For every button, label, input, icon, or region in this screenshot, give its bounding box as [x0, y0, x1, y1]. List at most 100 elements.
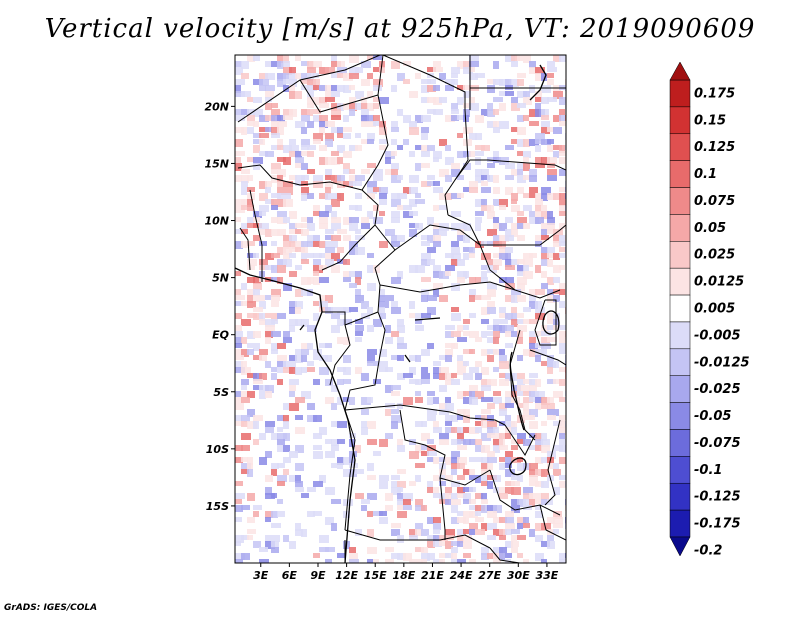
velocity-cell	[379, 481, 388, 489]
velocity-cell	[547, 67, 557, 72]
colorbar-swatch	[669, 133, 691, 161]
velocity-cell	[505, 373, 515, 381]
velocity-cell	[307, 151, 314, 157]
velocity-cell	[463, 529, 469, 534]
velocity-cell	[241, 367, 251, 375]
velocity-cell	[523, 487, 533, 495]
velocity-cell	[247, 127, 254, 134]
velocity-cell	[337, 175, 345, 181]
velocity-cell	[427, 235, 435, 243]
colorbar-swatch	[669, 348, 691, 376]
velocity-cell	[559, 187, 566, 192]
velocity-cell	[409, 451, 419, 459]
velocity-cell	[355, 337, 362, 342]
velocity-cell	[493, 427, 499, 433]
velocity-cell	[277, 247, 286, 255]
velocity-cell	[535, 73, 545, 81]
velocity-cell	[361, 223, 370, 229]
velocity-cell	[499, 487, 506, 494]
velocity-cell	[259, 193, 268, 201]
velocity-cell	[391, 421, 398, 429]
velocity-cell	[289, 211, 297, 219]
velocity-cell	[463, 535, 472, 541]
velocity-cell	[487, 307, 496, 314]
velocity-cell	[241, 433, 251, 440]
velocity-cell	[517, 499, 526, 507]
border-lake-tanganyika	[509, 329, 536, 441]
velocity-cell	[427, 295, 437, 301]
velocity-cell	[289, 253, 296, 258]
velocity-cell	[493, 331, 500, 338]
velocity-cell	[409, 559, 415, 563]
velocity-cell	[325, 295, 333, 303]
velocity-cell	[307, 97, 313, 105]
velocity-cell	[313, 415, 322, 422]
velocity-cell	[451, 553, 457, 559]
velocity-cell	[301, 349, 309, 355]
velocity-cell	[547, 127, 554, 132]
velocity-cell	[277, 181, 284, 187]
velocity-cell	[505, 553, 512, 558]
velocity-cell	[457, 529, 466, 536]
velocity-cell	[241, 169, 250, 174]
velocity-cell	[313, 445, 322, 450]
velocity-cell	[445, 529, 455, 536]
colorbar-swatch	[669, 160, 691, 188]
velocity-cell	[397, 175, 403, 180]
velocity-cell	[433, 427, 442, 433]
velocity-cell	[499, 121, 509, 129]
velocity-cell	[241, 109, 249, 115]
velocity-cell	[529, 211, 535, 217]
velocity-cell	[433, 157, 439, 162]
velocity-cell	[433, 487, 439, 494]
velocity-cell	[313, 97, 321, 105]
velocity-cell	[277, 427, 283, 432]
velocity-cell	[493, 223, 502, 229]
velocity-cell	[301, 253, 307, 261]
velocity-cell	[427, 85, 436, 92]
velocity-cell	[271, 463, 279, 469]
velocity-cell	[529, 301, 538, 309]
velocity-cell	[247, 157, 254, 162]
velocity-cell	[403, 115, 411, 123]
velocity-cell	[253, 145, 260, 153]
velocity-cell	[271, 109, 280, 116]
velocity-cell	[289, 307, 295, 314]
velocity-cell	[235, 457, 243, 463]
velocity-cell	[481, 295, 491, 300]
velocity-cell	[367, 265, 373, 273]
velocity-cell	[247, 205, 254, 211]
velocity-cell	[511, 103, 520, 111]
velocity-cell	[307, 277, 314, 284]
colorbar-swatch	[669, 267, 691, 296]
velocity-cell	[427, 517, 434, 524]
velocity-cell	[367, 181, 377, 188]
velocity-cell	[541, 445, 550, 453]
velocity-cell	[265, 475, 273, 482]
velocity-cell	[265, 535, 271, 542]
velocity-cell	[541, 139, 551, 145]
velocity-cell	[445, 253, 454, 258]
velocity-cell	[331, 421, 340, 427]
velocity-cell	[541, 439, 550, 447]
velocity-cell	[289, 301, 297, 308]
velocity-cell	[265, 295, 271, 300]
velocity-cell	[493, 475, 501, 482]
velocity-cell	[535, 403, 541, 410]
velocity-cell	[523, 139, 530, 147]
velocity-cell	[427, 67, 436, 72]
velocity-cell	[295, 481, 303, 487]
velocity-cell	[385, 505, 393, 511]
velocity-cell	[547, 319, 557, 324]
velocity-cell	[367, 547, 377, 554]
velocity-cell	[319, 253, 325, 258]
velocity-cell	[481, 277, 488, 283]
velocity-cell	[529, 445, 539, 450]
velocity-cell	[535, 91, 542, 98]
velocity-cell	[427, 181, 435, 186]
velocity-cell	[247, 115, 255, 121]
velocity-cell	[391, 331, 399, 337]
velocity-cell	[253, 313, 263, 320]
velocity-cell	[541, 343, 551, 349]
velocity-cell	[379, 127, 387, 135]
